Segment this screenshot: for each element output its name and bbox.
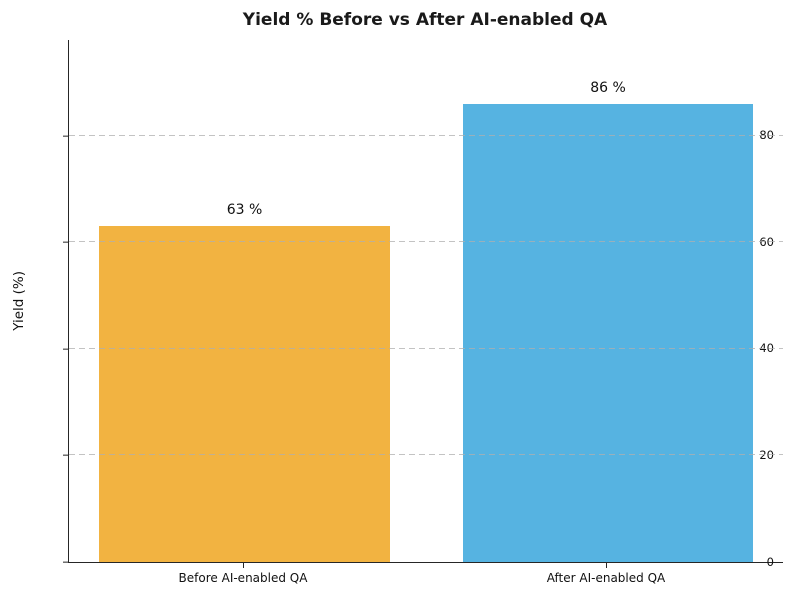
- y-tick-label-0: 0: [766, 554, 774, 569]
- x-tick-label-before: Before AI-enabled QA: [178, 571, 308, 585]
- gridline-80: [69, 134, 783, 136]
- bar-value-label-before: 63 %: [226, 202, 263, 219]
- plot-area: 0 20 40 60 80 63 % 86 %: [62, 40, 783, 567]
- y-tick-label-20: 20: [759, 447, 774, 462]
- y-tick-label-60: 60: [759, 234, 774, 249]
- x-tick-mark-after: [606, 563, 608, 568]
- y-tick-label-80: 80: [759, 128, 774, 143]
- bar-value-label-after: 86 %: [590, 79, 626, 96]
- x-tick-label-after: After AI-enabled QA: [546, 571, 666, 585]
- y-axis-label: Yield (%): [8, 40, 30, 562]
- y-tick-mark-80: [62, 135, 68, 137]
- bar-before-ai-qa: [99, 226, 390, 562]
- chart-title: Yield % Before vs After AI-enabled QA: [242, 10, 608, 30]
- gridline-20: [69, 454, 783, 456]
- y-axis-label-text: Yield (%): [11, 271, 27, 331]
- y-tick-mark-40: [62, 348, 68, 350]
- y-tick-mark-20: [62, 454, 68, 457]
- gridline-40: [69, 347, 783, 349]
- gridline-60: [69, 241, 783, 243]
- y-tick-label-40: 40: [759, 341, 774, 356]
- x-tick-mark-before: [243, 563, 245, 568]
- y-tick-mark-0: [62, 561, 68, 563]
- bar-after-ai-qa: [463, 103, 753, 562]
- y-tick-mark-60: [62, 241, 68, 244]
